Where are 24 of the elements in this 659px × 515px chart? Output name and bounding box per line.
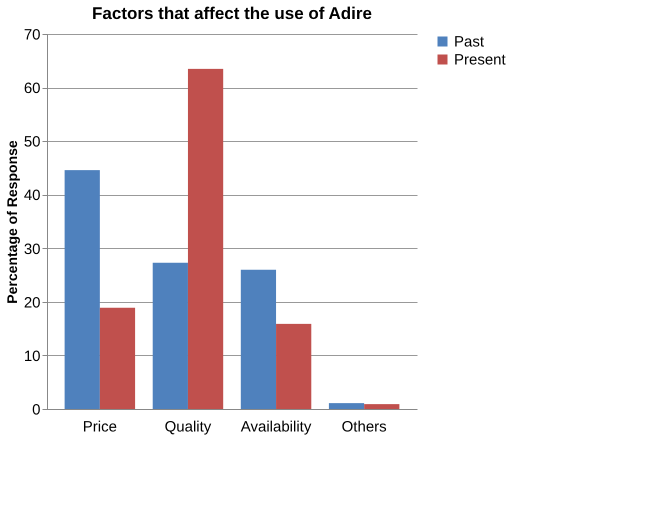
y-tick-label: 20	[24, 294, 40, 312]
x-tick-label: Price	[82, 418, 117, 436]
y-tick-label: 70	[24, 26, 40, 44]
x-tick-label: Quality	[164, 418, 212, 436]
y-tick-label: 40	[24, 187, 40, 204]
legend-label: Present	[454, 52, 507, 68]
bar	[100, 308, 136, 409]
bar	[64, 170, 100, 409]
x-tick-label: Others	[342, 418, 387, 436]
y-tick-label: 50	[24, 134, 40, 151]
x-tick-label: Availability	[240, 418, 312, 436]
y-axis-title: Percentage of Response	[4, 140, 20, 304]
chart-title: Factors that affect the use of Adire	[92, 4, 372, 23]
bar	[188, 68, 224, 409]
y-tick-label: 10	[24, 348, 40, 365]
legend-label: Past	[454, 34, 485, 50]
y-tick-label: 30	[24, 240, 40, 258]
bar	[152, 262, 188, 409]
bar	[240, 270, 276, 409]
bar	[276, 324, 312, 409]
y-tick-label: 0	[32, 402, 40, 418]
y-tick-label: 60	[24, 80, 40, 98]
bar	[364, 404, 400, 409]
bar	[328, 403, 364, 409]
